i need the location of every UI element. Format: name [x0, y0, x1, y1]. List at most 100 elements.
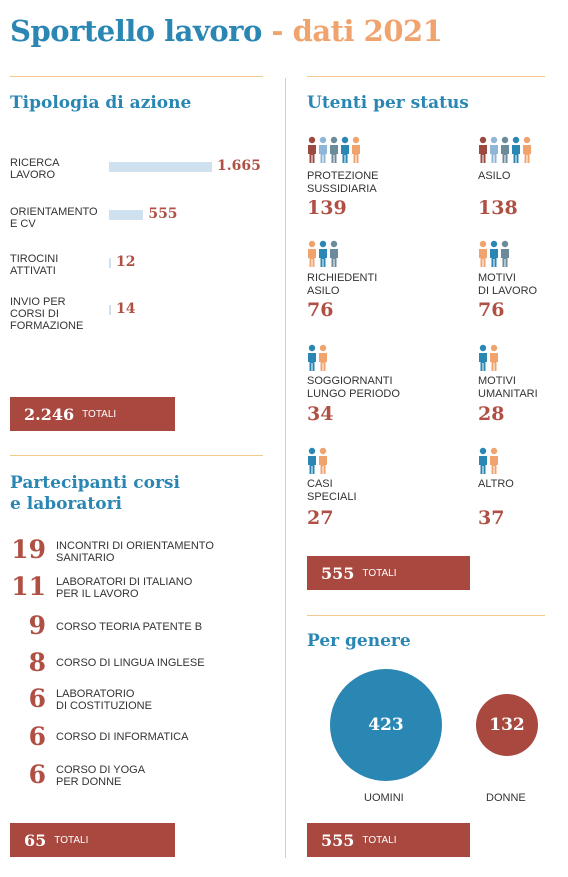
total-label: TOTALI: [362, 834, 397, 846]
chart-circle-women: 132: [475, 693, 539, 757]
person-figure-icon: [490, 447, 498, 474]
chart-category-label: DONNE: [486, 792, 526, 804]
status-value: 28: [478, 403, 505, 425]
person-figure-icon: [490, 240, 498, 267]
total-box-tipologia: 2.246 TOTALI: [10, 397, 175, 431]
status-label-line: UMANITARI: [478, 388, 538, 400]
status-label: MOTIVI UMANITARI: [478, 375, 538, 401]
status-label: SOGGIORNANTI LUNGO PERIODO: [307, 375, 400, 401]
status-label-line: RICHIEDENTI: [307, 272, 378, 284]
person-figure-icon: [319, 136, 327, 163]
course-label-line: INCONTRI DI ORIENTAMENTO: [56, 540, 214, 552]
people-pair-icon: [307, 344, 331, 377]
chart-value-label: 12: [116, 254, 136, 270]
status-label-line: ALTRO: [478, 478, 514, 490]
course-label: CORSO TEORIA PATENTE B: [56, 621, 202, 633]
course-label: CORSO DI LINGUA INGLESE: [56, 657, 205, 669]
total-value: 2.246: [24, 404, 75, 424]
chart-category-label: TIROCINI ATTIVATI: [10, 253, 59, 277]
person-figure-icon: [330, 240, 338, 267]
course-label: LABORATORI DI ITALIANO PER IL LAVORO: [56, 576, 192, 600]
section-heading-genere: Per genere: [307, 631, 411, 651]
people-pair-icon: [478, 447, 502, 480]
person-figure-icon: [479, 240, 487, 267]
status-value: 138: [478, 197, 518, 219]
status-label-line: SUSSIDIARIA: [307, 183, 377, 195]
total-box-genere: 555 TOTALI: [307, 823, 470, 857]
total-box-corsi: 65 TOTALI: [10, 823, 175, 857]
person-figure-icon: [319, 344, 327, 371]
status-label-line: MOTIVI: [478, 375, 516, 387]
person-figure-icon: [319, 240, 327, 267]
status-label: RICHIEDENTI ASILO: [307, 272, 377, 298]
people-icon-svg: [308, 136, 360, 163]
person-figure-icon: [341, 136, 349, 163]
section-heading-status: Utenti per status: [307, 93, 469, 113]
person-figure-icon: [308, 344, 316, 371]
chart-value-label: 14: [116, 301, 136, 317]
people-group-5-icon: [478, 136, 534, 169]
status-value: 76: [478, 299, 505, 321]
course-count: 8: [28, 648, 46, 677]
divider: [307, 615, 545, 616]
chart-value-label: 1.665: [217, 158, 261, 174]
status-label-line: DI LAVORO: [478, 285, 538, 297]
section-heading-tipologia: Tipologia di azione: [10, 93, 192, 113]
total-label: TOTALI: [82, 408, 117, 420]
status-value: 139: [307, 197, 347, 219]
people-icon-svg: [479, 136, 531, 163]
course-label: LABORATORIO DI COSTITUZIONE: [56, 688, 152, 712]
course-label-line: CORSO DI INFORMATICA: [56, 731, 189, 743]
chart-category-label: RICERCA LAVORO: [10, 157, 59, 181]
status-label: CASI SPECIALI: [307, 478, 357, 504]
course-count: 11: [11, 572, 46, 601]
chart-bar: [109, 305, 111, 315]
chart-category-label: INVIO PER CORSI DI FORMAZIONE: [10, 296, 84, 332]
person-figure-icon: [308, 136, 316, 163]
status-value: 34: [307, 403, 334, 425]
chart-category-label: ORIENTAMENTO E CV: [10, 206, 98, 230]
divider: [307, 76, 545, 77]
person-figure-icon: [308, 240, 316, 267]
total-value: 65: [24, 830, 47, 850]
person-figure-icon: [479, 344, 487, 371]
course-label: INCONTRI DI ORIENTAMENTO SANITARIO: [56, 540, 214, 564]
person-figure-icon: [479, 447, 487, 474]
heading-line: e laboratori: [10, 494, 123, 514]
total-value: 555: [321, 830, 355, 850]
divider: [10, 76, 263, 77]
people-icon-svg: [479, 447, 498, 474]
person-figure-icon: [479, 136, 487, 163]
total-label: TOTALI: [362, 567, 397, 579]
vertical-divider: [285, 78, 286, 858]
total-label: TOTALI: [54, 834, 89, 846]
people-icon-svg: [308, 240, 338, 267]
person-figure-icon: [490, 344, 498, 371]
page-title: Sportello lavoro - dati 2021: [10, 14, 443, 48]
section-heading-corsi: Partecipanti corsi e laboratori: [10, 473, 180, 515]
status-value: 76: [307, 299, 334, 321]
chart-category-label: UOMINI: [364, 792, 404, 804]
people-icon-svg: [479, 240, 509, 267]
course-label-line: CORSO DI YOGA: [56, 764, 146, 776]
status-label-line: CASI: [307, 478, 333, 490]
course-label-line: LABORATORIO: [56, 688, 135, 700]
status-label-line: ASILO: [307, 285, 340, 297]
status-label: PROTEZIONE SUSSIDIARIA: [307, 170, 379, 196]
course-count: 6: [28, 684, 46, 713]
status-label-line: SOGGIORNANTI: [307, 375, 393, 387]
course-label-line: CORSO DI LINGUA INGLESE: [56, 657, 205, 669]
title-dash: -: [271, 14, 283, 48]
people-icon-svg: [308, 344, 327, 371]
person-figure-icon: [330, 136, 338, 163]
status-label-line: ASILO: [478, 170, 511, 182]
status-value: 27: [307, 507, 334, 529]
course-label-line: SANITARIO: [56, 552, 115, 564]
people-group-3-icon: [478, 240, 512, 273]
chart-value-label: 555: [148, 206, 178, 222]
course-label: CORSO DI YOGA PER DONNE: [56, 764, 145, 788]
people-pair-icon: [307, 447, 331, 480]
person-figure-icon: [319, 447, 327, 474]
status-label-line: MOTIVI: [478, 272, 516, 284]
chart-bar: [109, 162, 212, 172]
